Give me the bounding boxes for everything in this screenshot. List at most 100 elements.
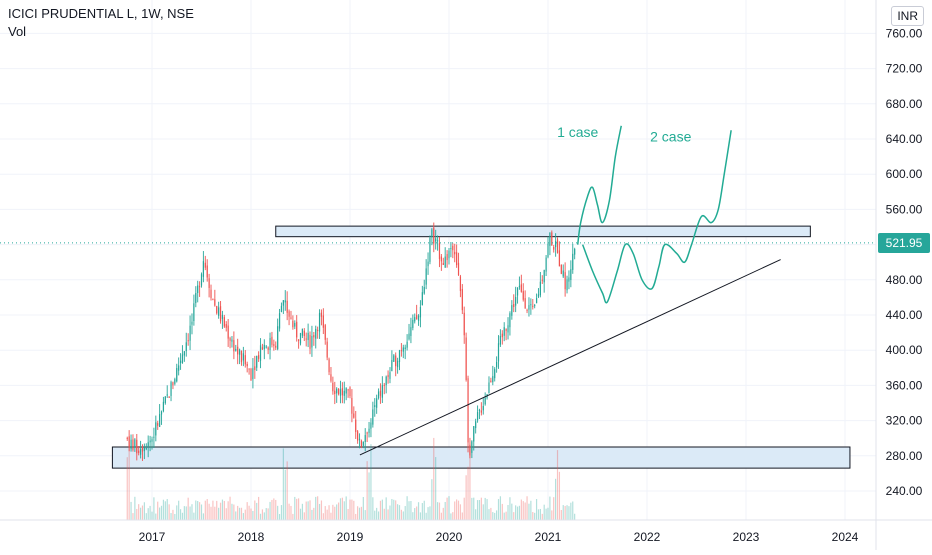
volume-bar bbox=[318, 503, 321, 520]
candle-body bbox=[318, 312, 321, 332]
volume-bar bbox=[324, 506, 326, 520]
candle-body bbox=[452, 245, 454, 251]
volume-bar bbox=[179, 509, 182, 520]
candle-body bbox=[299, 333, 302, 344]
volume-bar bbox=[433, 437, 435, 520]
candle-body bbox=[457, 262, 460, 275]
volume-bar bbox=[301, 503, 304, 520]
candle-body bbox=[330, 374, 332, 381]
candle-body bbox=[355, 419, 357, 432]
volume-bar bbox=[516, 506, 519, 520]
candle-body bbox=[396, 360, 399, 368]
candle-body bbox=[223, 317, 225, 327]
x-tick-label: 2019 bbox=[337, 530, 364, 544]
volume-bar bbox=[355, 513, 357, 520]
candle-body bbox=[501, 333, 503, 338]
volume-bar bbox=[553, 497, 555, 520]
candle-body bbox=[336, 388, 338, 394]
candle-body bbox=[503, 327, 505, 336]
volume-bar bbox=[412, 512, 414, 520]
candle-body bbox=[277, 326, 279, 350]
candle-body bbox=[294, 322, 296, 327]
volume-bar bbox=[216, 500, 218, 520]
volume-bar bbox=[145, 513, 147, 520]
annotation-label[interactable]: 1 case bbox=[557, 124, 598, 140]
candle-body bbox=[511, 305, 513, 316]
y-tick-label: 720.00 bbox=[886, 62, 923, 76]
candle-body bbox=[560, 264, 562, 274]
volume-bar bbox=[568, 506, 570, 520]
candle-body bbox=[225, 324, 227, 328]
candle-body bbox=[351, 398, 353, 414]
candle-body bbox=[442, 263, 444, 265]
candle-body bbox=[372, 409, 374, 425]
candle-body bbox=[326, 341, 328, 358]
candle-body bbox=[130, 439, 132, 450]
candle-body bbox=[395, 355, 397, 367]
volume-bar bbox=[379, 500, 382, 520]
zones[interactable] bbox=[111, 225, 851, 469]
candle-body bbox=[138, 450, 140, 453]
volume-bar bbox=[159, 507, 161, 520]
y-tick-label: 600.00 bbox=[886, 167, 923, 181]
candle-body bbox=[509, 313, 511, 328]
support-trendline[interactable] bbox=[359, 259, 781, 456]
volume-bar bbox=[202, 513, 205, 520]
projection-case-1[interactable] bbox=[576, 125, 622, 245]
volume-bar bbox=[357, 506, 359, 520]
x-tick-label: 2023 bbox=[733, 530, 760, 544]
volume-bar bbox=[436, 502, 439, 520]
volume-bar bbox=[155, 513, 157, 520]
candle-body bbox=[231, 339, 233, 342]
candle-body bbox=[528, 305, 530, 310]
volume-bar bbox=[275, 499, 277, 520]
candle-body bbox=[482, 405, 484, 411]
volume-bar bbox=[128, 444, 130, 520]
volume-bar bbox=[170, 513, 172, 520]
candle-body bbox=[444, 256, 446, 268]
annotation-label[interactable]: 2 case bbox=[650, 129, 691, 145]
volume-bar bbox=[372, 497, 374, 520]
candle-body bbox=[545, 257, 547, 272]
volume-bar bbox=[219, 502, 222, 520]
candle-body bbox=[214, 299, 216, 306]
candle-body bbox=[555, 241, 557, 248]
resistance-zone[interactable] bbox=[275, 225, 811, 238]
drawings[interactable]: 1 case 2 case bbox=[0, 124, 876, 456]
candle-body bbox=[256, 355, 258, 368]
candle-body bbox=[419, 306, 422, 318]
candle-body bbox=[450, 248, 452, 250]
support-zone[interactable] bbox=[111, 446, 851, 469]
candle-body bbox=[370, 422, 372, 429]
candle-body bbox=[208, 278, 210, 288]
volume-bar bbox=[258, 496, 260, 520]
y-tick-label: 400.00 bbox=[886, 343, 923, 357]
volume-bar bbox=[305, 501, 307, 520]
candle-body bbox=[385, 376, 387, 386]
volume-bar bbox=[416, 506, 418, 520]
volume-bar bbox=[389, 505, 391, 520]
volume-bar bbox=[358, 507, 361, 520]
volume-bar bbox=[454, 501, 456, 520]
volume-bar bbox=[385, 497, 387, 520]
projection-case-2[interactable] bbox=[581, 130, 732, 304]
volume-bar bbox=[566, 505, 568, 520]
candle-body bbox=[195, 293, 197, 304]
candle-body bbox=[324, 325, 326, 340]
volume-bar bbox=[404, 506, 406, 520]
candle-body bbox=[389, 372, 391, 379]
currency-button[interactable]: INR bbox=[891, 6, 924, 26]
candle-body bbox=[417, 315, 420, 321]
candle-body bbox=[238, 349, 241, 355]
volume-bar bbox=[572, 501, 574, 520]
candle-body bbox=[278, 313, 281, 329]
candle-body bbox=[467, 378, 469, 443]
volume-bar bbox=[402, 511, 404, 520]
volume-bar bbox=[286, 461, 288, 520]
candle-body bbox=[157, 423, 159, 426]
volume-bar bbox=[528, 503, 530, 520]
symbol-title[interactable]: ICICI PRUDENTIAL L, 1W, NSE bbox=[8, 6, 194, 21]
candle-body bbox=[258, 355, 260, 359]
